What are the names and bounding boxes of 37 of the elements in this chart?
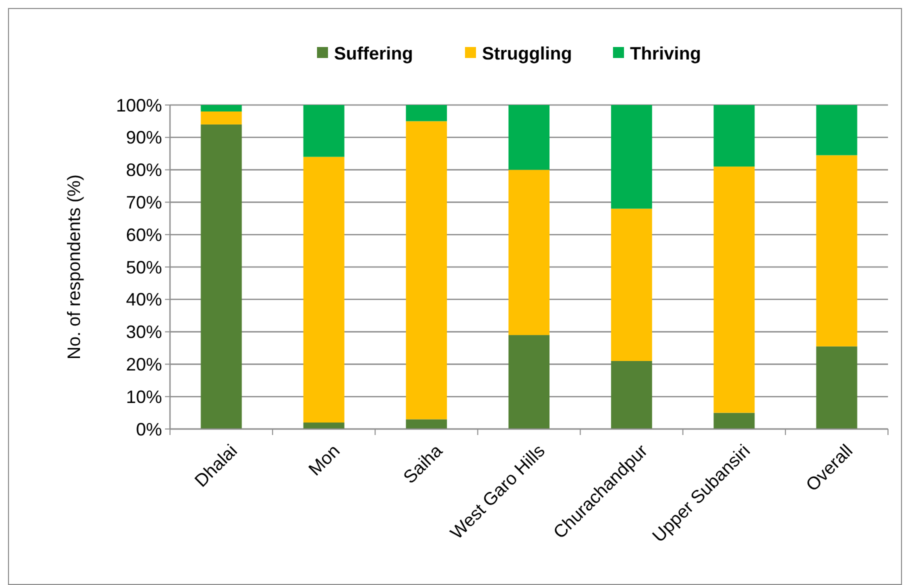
legend-label: Struggling [482,43,572,64]
bar [200,111,242,124]
y-tick-label: 0% [136,419,162,440]
y-tick-label: 30% [126,322,162,342]
bar [816,346,858,429]
y-tick-label: 40% [126,290,162,310]
bar [508,335,550,429]
y-tick-label: 10% [126,386,162,407]
y-tick-label: 90% [126,128,162,148]
legend-label: Thriving [630,43,701,64]
bar [714,105,755,167]
bar [508,105,550,170]
bar [714,166,755,413]
x-tick-label: Mon [304,440,344,480]
bar [303,105,344,157]
bar [816,105,858,156]
y-tick-label: 50% [126,257,162,278]
bar [200,124,242,429]
bar [611,360,652,429]
y-tick-label: 100% [116,95,162,116]
y-tick-label: 60% [126,224,162,245]
bar [406,105,447,122]
bar [303,422,344,429]
y-tick-label: 20% [126,354,162,374]
bar [303,156,344,423]
y-tick-label: 70% [126,192,162,212]
bar [508,170,550,336]
bar [816,155,858,346]
bar [200,105,242,112]
legend-label: Suffering [334,43,413,64]
y-axis-title: No. of respondents (%) [64,174,84,360]
bar [611,105,652,209]
bar [714,412,755,429]
bar [406,419,447,429]
bar [406,121,447,420]
y-tick-label: 80% [126,160,162,180]
bar [611,208,652,361]
